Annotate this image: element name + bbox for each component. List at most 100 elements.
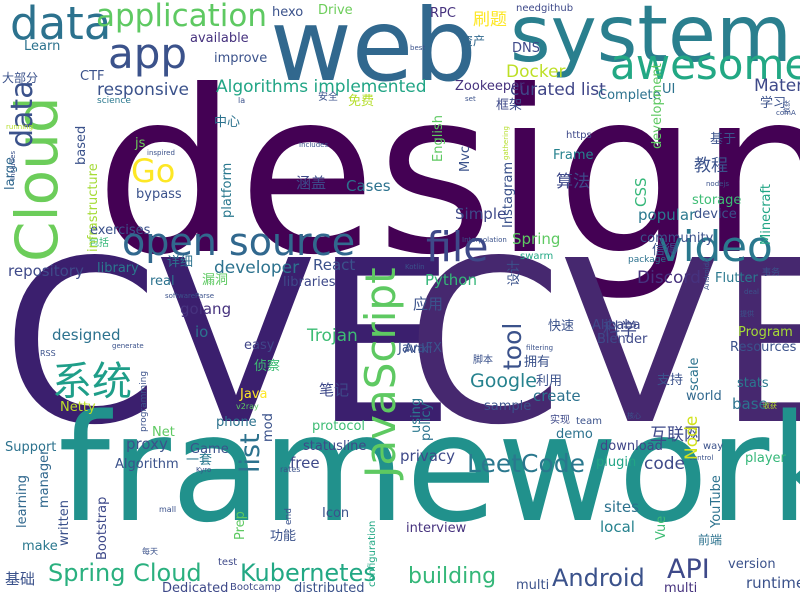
word-complete: UI <box>662 82 676 97</box>
word-deal: AndroidA <box>703 258 711 290</box>
word-test: test <box>218 557 238 568</box>
word-mod: mod <box>261 413 276 442</box>
word-loudong: 详细 <box>167 255 194 270</box>
word-ctf: science <box>97 96 131 106</box>
word-shuati: DNS <box>512 41 540 56</box>
word-video: video <box>658 222 773 271</box>
word-dajiangong: 收获 <box>763 402 777 410</box>
word-zookeeper: Mvc <box>458 145 473 172</box>
word-responsive: responsive <box>97 80 189 100</box>
word-vue: multi <box>664 581 698 596</box>
word-improve: improve <box>214 51 268 66</box>
word-sites: sites <box>604 498 639 516</box>
word-rpc: needgithub <box>516 3 574 14</box>
word-nodejs: nodejs <box>706 180 730 188</box>
word-sheji: 应用 <box>413 295 444 313</box>
word-inspired: inspired <box>147 149 175 157</box>
word-curated-list: curated list <box>510 80 606 100</box>
word-baokuo: 信得 <box>652 243 679 258</box>
word-leetcode: LeetCode <box>467 449 586 478</box>
word-gongneng: 前端 <box>698 533 723 547</box>
word-tigong: set <box>465 95 476 103</box>
word-java: Java <box>240 387 268 402</box>
word-jiyu: 教程 <box>694 156 728 176</box>
word-program: Program <box>738 325 793 340</box>
word-qianduan: 基础 <box>5 570 36 588</box>
word-instagram: swarm <box>520 251 554 262</box>
word-api: API <box>667 554 710 585</box>
word-application: application <box>96 0 267 34</box>
word-python: Python <box>425 271 477 289</box>
word-way: way <box>703 441 724 452</box>
word-download: download <box>600 439 663 454</box>
word-rates: rates <box>280 465 301 474</box>
word-library: library <box>97 261 139 276</box>
word-js: Simple <box>455 205 507 223</box>
word-code: code <box>644 454 685 474</box>
word-running: running <box>6 123 34 131</box>
word-design: design <box>95 43 800 305</box>
word-yitao: 功能 <box>270 529 297 544</box>
word-xiangxi: 包括 <box>89 238 109 249</box>
word-yongyou: 侦察 <box>254 359 281 374</box>
word-player: player <box>745 451 786 466</box>
word-biji: 利用 <box>536 374 563 389</box>
word-statusline: statusline <box>303 439 367 454</box>
word-rss: RSS <box>40 349 56 358</box>
word-zichan: 刷题 <box>473 10 507 30</box>
word-awesome: awesome <box>610 40 800 89</box>
word-best: best <box>410 44 426 52</box>
word-interview: interview <box>406 521 467 536</box>
word-base: base <box>732 395 768 413</box>
word-game: Game <box>190 442 229 457</box>
word-plugin: plugin <box>596 455 637 470</box>
word-kuaisu: 科学 <box>603 320 637 340</box>
word-needgithub: 资产 <box>461 34 486 48</box>
word-mvc: English <box>431 115 446 162</box>
word-front: bypass <box>136 187 182 202</box>
word-includes: Includes <box>9 150 17 180</box>
word-javafx: JavaFX <box>398 341 442 356</box>
word-dabufen: 事务 <box>762 268 781 278</box>
word-golang: golang <box>180 300 232 318</box>
word-generate: generate <box>112 342 144 350</box>
word-alibaba: Alibaba <box>592 318 641 333</box>
word-bootcamp: Bootcamp <box>230 582 281 593</box>
word-softwareparse: softwareParse <box>165 292 215 300</box>
word-community: package <box>628 255 666 265</box>
word-resources: Resources <box>730 340 797 355</box>
word-hulianwang: 一套 <box>186 453 213 468</box>
word-xinde: 设计 <box>507 259 522 286</box>
word-data-left: data <box>5 80 40 148</box>
word-la: Includes <box>299 141 329 149</box>
word-bypass: Cases <box>346 177 391 195</box>
word-set: la <box>238 96 246 105</box>
word-kexue: 脚本 <box>473 355 493 366</box>
word-net: Net <box>152 425 175 440</box>
word-configuration: configuration <box>367 520 378 587</box>
word-demo: demo <box>556 427 593 442</box>
word-yingyong: 快速 <box>548 319 575 334</box>
word-netty: Netty <box>60 400 96 415</box>
word-end: end <box>284 508 294 525</box>
word-tool: tool <box>498 322 527 370</box>
word-open-source: open source <box>122 220 356 264</box>
word-distributed: distributed <box>294 581 365 596</box>
word-zhichi: 实现 <box>550 415 570 426</box>
word-app: app <box>108 29 188 78</box>
word-javascript: JavaScript <box>356 267 405 478</box>
word-shixian: 互联网 <box>650 425 701 445</box>
word-sample: sample <box>484 399 532 414</box>
word-algorithms-implemented: Algorithms implemented <box>216 77 427 97</box>
word-create: create <box>533 387 581 405</box>
word-infrastructure: platform <box>220 162 235 218</box>
word-spring-cloud: Spring Cloud <box>48 559 202 587</box>
word-designed: designed <box>52 326 121 344</box>
word-mall: mall <box>159 505 177 514</box>
word-zhongxin: 漏洞 <box>202 273 229 288</box>
word-youtube: Vue <box>654 515 669 540</box>
word-framework: framework <box>58 383 800 555</box>
word-liyong: 支持 <box>657 373 684 388</box>
word-available: available <box>190 31 249 46</box>
word-shouhuo: comA <box>776 109 796 117</box>
